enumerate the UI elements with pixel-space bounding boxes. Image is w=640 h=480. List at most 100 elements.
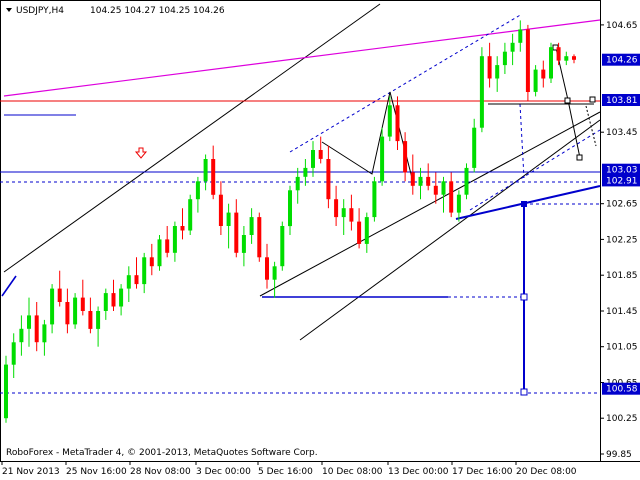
candle[interactable] bbox=[241, 226, 246, 267]
candle[interactable] bbox=[272, 261, 277, 298]
candle[interactable] bbox=[349, 194, 354, 231]
candle[interactable] bbox=[295, 167, 300, 204]
candle[interactable] bbox=[456, 190, 461, 222]
candle[interactable] bbox=[487, 42, 492, 88]
candle[interactable] bbox=[234, 199, 239, 258]
candle[interactable] bbox=[218, 181, 223, 235]
candle[interactable] bbox=[472, 118, 477, 173]
candle[interactable] bbox=[318, 136, 323, 164]
candle[interactable] bbox=[502, 42, 507, 74]
candle[interactable] bbox=[395, 96, 400, 150]
candle[interactable] bbox=[203, 154, 208, 191]
black-level-marker[interactable] bbox=[589, 96, 596, 103]
candle[interactable] bbox=[34, 302, 39, 352]
candle[interactable] bbox=[157, 235, 162, 271]
candle[interactable] bbox=[418, 167, 423, 200]
candle[interactable] bbox=[103, 288, 108, 320]
black-dashed-forecast[interactable] bbox=[585, 105, 597, 147]
target-marker-bottom[interactable] bbox=[520, 388, 528, 396]
candle[interactable] bbox=[556, 42, 561, 66]
candle[interactable] bbox=[364, 212, 369, 253]
candle[interactable] bbox=[211, 145, 216, 200]
target-marker-mid[interactable] bbox=[520, 293, 528, 301]
candle[interactable] bbox=[19, 315, 24, 356]
candle[interactable] bbox=[180, 208, 185, 240]
candle-body bbox=[433, 185, 438, 195]
price-tick-label: 100.25 bbox=[606, 414, 638, 424]
candle[interactable] bbox=[226, 203, 231, 249]
candle[interactable] bbox=[357, 208, 362, 249]
candle[interactable] bbox=[433, 172, 438, 204]
candle[interactable] bbox=[326, 145, 331, 209]
candle[interactable] bbox=[88, 297, 93, 334]
candle[interactable] bbox=[303, 159, 308, 186]
wave-zigzag[interactable] bbox=[321, 91, 413, 179]
candle[interactable] bbox=[65, 288, 70, 334]
candle[interactable] bbox=[564, 51, 569, 66]
candle[interactable] bbox=[495, 56, 500, 92]
blue-rising-line[interactable] bbox=[455, 185, 601, 220]
middle-channel-line[interactable] bbox=[299, 119, 601, 341]
candle[interactable] bbox=[142, 252, 147, 294]
upper-channel-line[interactable] bbox=[3, 3, 381, 273]
candle[interactable] bbox=[449, 172, 454, 218]
candle[interactable] bbox=[249, 208, 254, 244]
forecast-marker-mid[interactable] bbox=[564, 97, 571, 104]
candle[interactable] bbox=[126, 266, 131, 302]
candle[interactable] bbox=[257, 212, 262, 262]
blue-edge-stroke[interactable] bbox=[1, 275, 17, 297]
candle[interactable] bbox=[311, 141, 315, 177]
dropdown-triangle-icon[interactable] bbox=[6, 8, 12, 12]
candle[interactable] bbox=[165, 226, 170, 258]
candle[interactable] bbox=[387, 96, 392, 142]
candle[interactable] bbox=[334, 185, 339, 226]
candle[interactable] bbox=[541, 60, 546, 88]
candle[interactable] bbox=[403, 132, 408, 182]
candle[interactable] bbox=[134, 257, 139, 289]
candle[interactable] bbox=[426, 163, 431, 191]
candle[interactable] bbox=[96, 306, 101, 347]
candle[interactable] bbox=[280, 221, 285, 271]
candle[interactable] bbox=[572, 54, 576, 64]
candle[interactable] bbox=[441, 176, 446, 213]
candle[interactable] bbox=[380, 127, 385, 186]
forecast-marker-bottom[interactable] bbox=[576, 154, 583, 161]
candle[interactable] bbox=[57, 270, 62, 307]
candle[interactable] bbox=[188, 194, 193, 235]
time-axis[interactable]: 21 Nov 2013 25 Nov 16:00 28 Nov 08:00 3 Dec… bbox=[1, 461, 577, 477]
candle[interactable] bbox=[549, 42, 553, 83]
blue-dashed-vertical[interactable] bbox=[519, 103, 525, 179]
lower-channel-line[interactable] bbox=[259, 111, 601, 297]
blue-dashed-upper[interactable] bbox=[289, 13, 523, 153]
candle[interactable] bbox=[479, 47, 484, 133]
candle[interactable] bbox=[372, 176, 377, 222]
candle[interactable] bbox=[42, 319, 47, 356]
candle[interactable] bbox=[288, 185, 292, 235]
candle[interactable] bbox=[50, 284, 55, 334]
candle[interactable] bbox=[111, 279, 116, 311]
candle[interactable] bbox=[525, 24, 530, 101]
candle[interactable] bbox=[119, 284, 124, 316]
candle[interactable] bbox=[80, 279, 85, 316]
sell-arrow-icon[interactable] bbox=[134, 147, 148, 159]
candle[interactable] bbox=[27, 297, 31, 347]
candle[interactable] bbox=[410, 154, 415, 195]
candle[interactable] bbox=[533, 65, 538, 97]
candle[interactable] bbox=[518, 20, 523, 52]
blue-dashed-lower[interactable] bbox=[469, 129, 601, 211]
candle[interactable] bbox=[73, 293, 78, 329]
candle[interactable] bbox=[149, 243, 154, 276]
candle[interactable] bbox=[341, 199, 346, 235]
candle[interactable] bbox=[11, 333, 16, 378]
target-marker-top[interactable] bbox=[521, 201, 527, 207]
candle[interactable] bbox=[265, 243, 269, 289]
candle[interactable] bbox=[195, 176, 200, 213]
candle[interactable] bbox=[510, 33, 515, 66]
candle[interactable] bbox=[4, 355, 8, 423]
candle[interactable] bbox=[172, 221, 177, 262]
magenta-trend-line[interactable] bbox=[3, 19, 601, 97]
candle[interactable] bbox=[464, 163, 469, 200]
